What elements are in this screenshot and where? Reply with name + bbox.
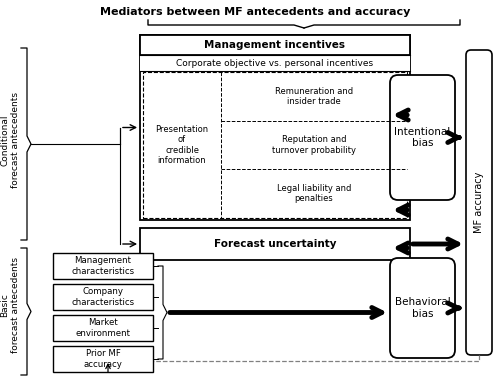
- Bar: [53, 284, 153, 310]
- Text: Mediators between MF antecedents and accuracy: Mediators between MF antecedents and acc…: [100, 7, 410, 17]
- Bar: [140, 55, 410, 71]
- Text: Management incentives: Management incentives: [204, 40, 346, 50]
- FancyBboxPatch shape: [390, 258, 455, 358]
- Bar: [53, 253, 153, 279]
- Bar: [140, 35, 410, 55]
- Text: Prior MF
accuracy: Prior MF accuracy: [84, 349, 122, 369]
- Text: Management
characteristics: Management characteristics: [72, 256, 134, 276]
- Text: Reputation and
turnover probability: Reputation and turnover probability: [272, 135, 356, 155]
- Text: Conditional
forecast antecedents: Conditional forecast antecedents: [0, 92, 20, 188]
- Text: Intentional
bias: Intentional bias: [394, 127, 450, 148]
- Bar: [53, 346, 153, 372]
- Text: Behavioral
bias: Behavioral bias: [394, 297, 450, 319]
- Text: Market
environment: Market environment: [76, 318, 130, 338]
- Bar: [143, 72, 407, 218]
- Text: Presentation
of
credible
information: Presentation of credible information: [156, 125, 208, 165]
- Text: MF accuracy: MF accuracy: [474, 172, 484, 233]
- Text: Company
characteristics: Company characteristics: [72, 287, 134, 307]
- Text: Forecast uncertainty: Forecast uncertainty: [214, 239, 336, 249]
- FancyBboxPatch shape: [390, 75, 455, 200]
- FancyBboxPatch shape: [466, 50, 492, 355]
- Bar: [140, 228, 410, 260]
- Text: Remuneration and
insider trade: Remuneration and insider trade: [275, 87, 353, 106]
- Text: Legal liability and
penalties: Legal liability and penalties: [277, 184, 351, 203]
- Bar: [140, 35, 410, 220]
- Bar: [53, 315, 153, 341]
- Text: Basic
forecast antecedents: Basic forecast antecedents: [0, 257, 20, 353]
- Text: Corporate objective vs. personal incentives: Corporate objective vs. personal incenti…: [176, 59, 374, 67]
